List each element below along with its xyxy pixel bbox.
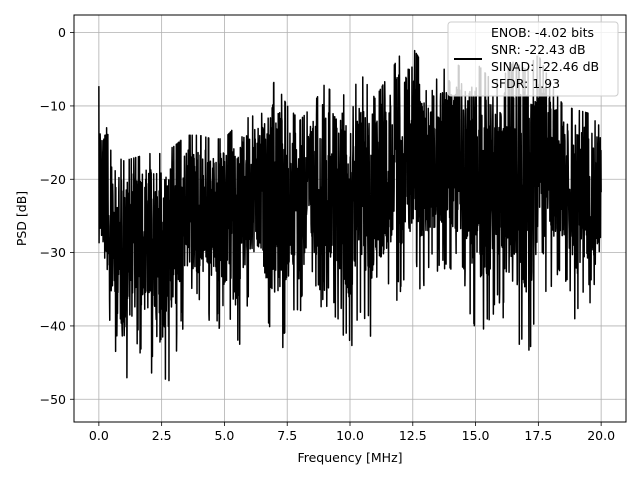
x-tick-label: 7.5 (277, 428, 297, 443)
y-tick-label: −10 (40, 98, 66, 113)
y-tick-label: 0 (58, 25, 66, 40)
y-axis-ticks: 0 −10 −20 −30 −40 −50 (40, 25, 74, 407)
y-tick-label: −30 (40, 245, 66, 260)
x-tick-label: 12.5 (399, 428, 427, 443)
x-tick-label: 0.0 (89, 428, 109, 443)
legend: ENOB: -4.02 bits SNR: -22.43 dB SINAD: -… (447, 21, 619, 97)
x-tick-label: 2.5 (152, 428, 172, 443)
psd-line (98, 49, 602, 382)
x-axis-label: Frequency [MHz] (297, 450, 402, 465)
x-axis-ticks: 0.0 2.5 5.0 7.5 10.0 12.5 15.0 17.5 20.0 (89, 422, 615, 443)
x-tick-label: 17.5 (524, 428, 552, 443)
y-tick-label: −40 (40, 318, 66, 333)
legend-entry-snr: SNR: -22.43 dB (491, 42, 586, 57)
legend-entry-enob: ENOB: -4.02 bits (491, 25, 594, 40)
y-tick-label: −50 (40, 392, 66, 407)
x-tick-label: 15.0 (462, 428, 490, 443)
x-tick-label: 10.0 (336, 428, 364, 443)
y-tick-label: −20 (40, 172, 66, 187)
y-axis-label: PSD [dB] (14, 191, 29, 246)
legend-entry-sinad: SINAD: -22.46 dB (491, 59, 599, 74)
x-tick-label: 20.0 (587, 428, 615, 443)
legend-box (447, 21, 619, 97)
x-tick-label: 5.0 (214, 428, 234, 443)
legend-entry-sfdr: SFDR: 1.93 (491, 76, 560, 91)
psd-series (98, 49, 602, 382)
